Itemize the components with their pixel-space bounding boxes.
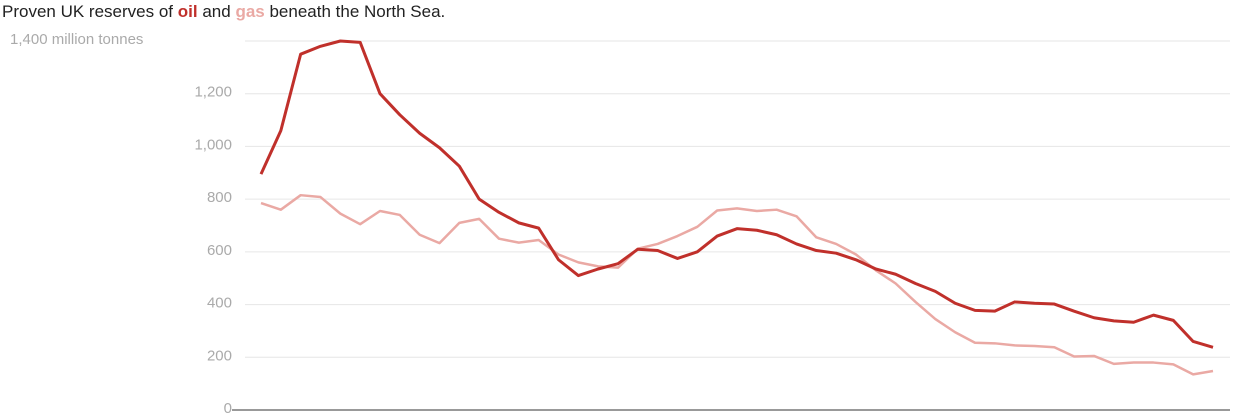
title-part: Proven UK reserves of <box>2 2 174 21</box>
title-part: beneath the North Sea. <box>269 2 446 21</box>
y-tick-label: 1,000 <box>194 136 232 153</box>
y-tick-label: 0 <box>224 400 232 415</box>
y-tick-label: 200 <box>207 347 232 364</box>
title-gas: gas <box>235 2 265 21</box>
y-tick-label: 400 <box>207 295 232 312</box>
y-tick-label: 1,200 <box>194 84 232 101</box>
line-gas <box>260 193 1214 376</box>
y-tick-label: 600 <box>207 242 232 259</box>
title-part: and <box>202 2 231 21</box>
y-tick-label: 1,400 million tonnes <box>10 31 143 48</box>
title-oil: oil <box>177 2 198 21</box>
y-tick-label: 800 <box>207 189 232 206</box>
line-oil <box>259 39 1214 349</box>
chart-title: Proven UK reserves of oil and gas beneat… <box>2 2 445 22</box>
